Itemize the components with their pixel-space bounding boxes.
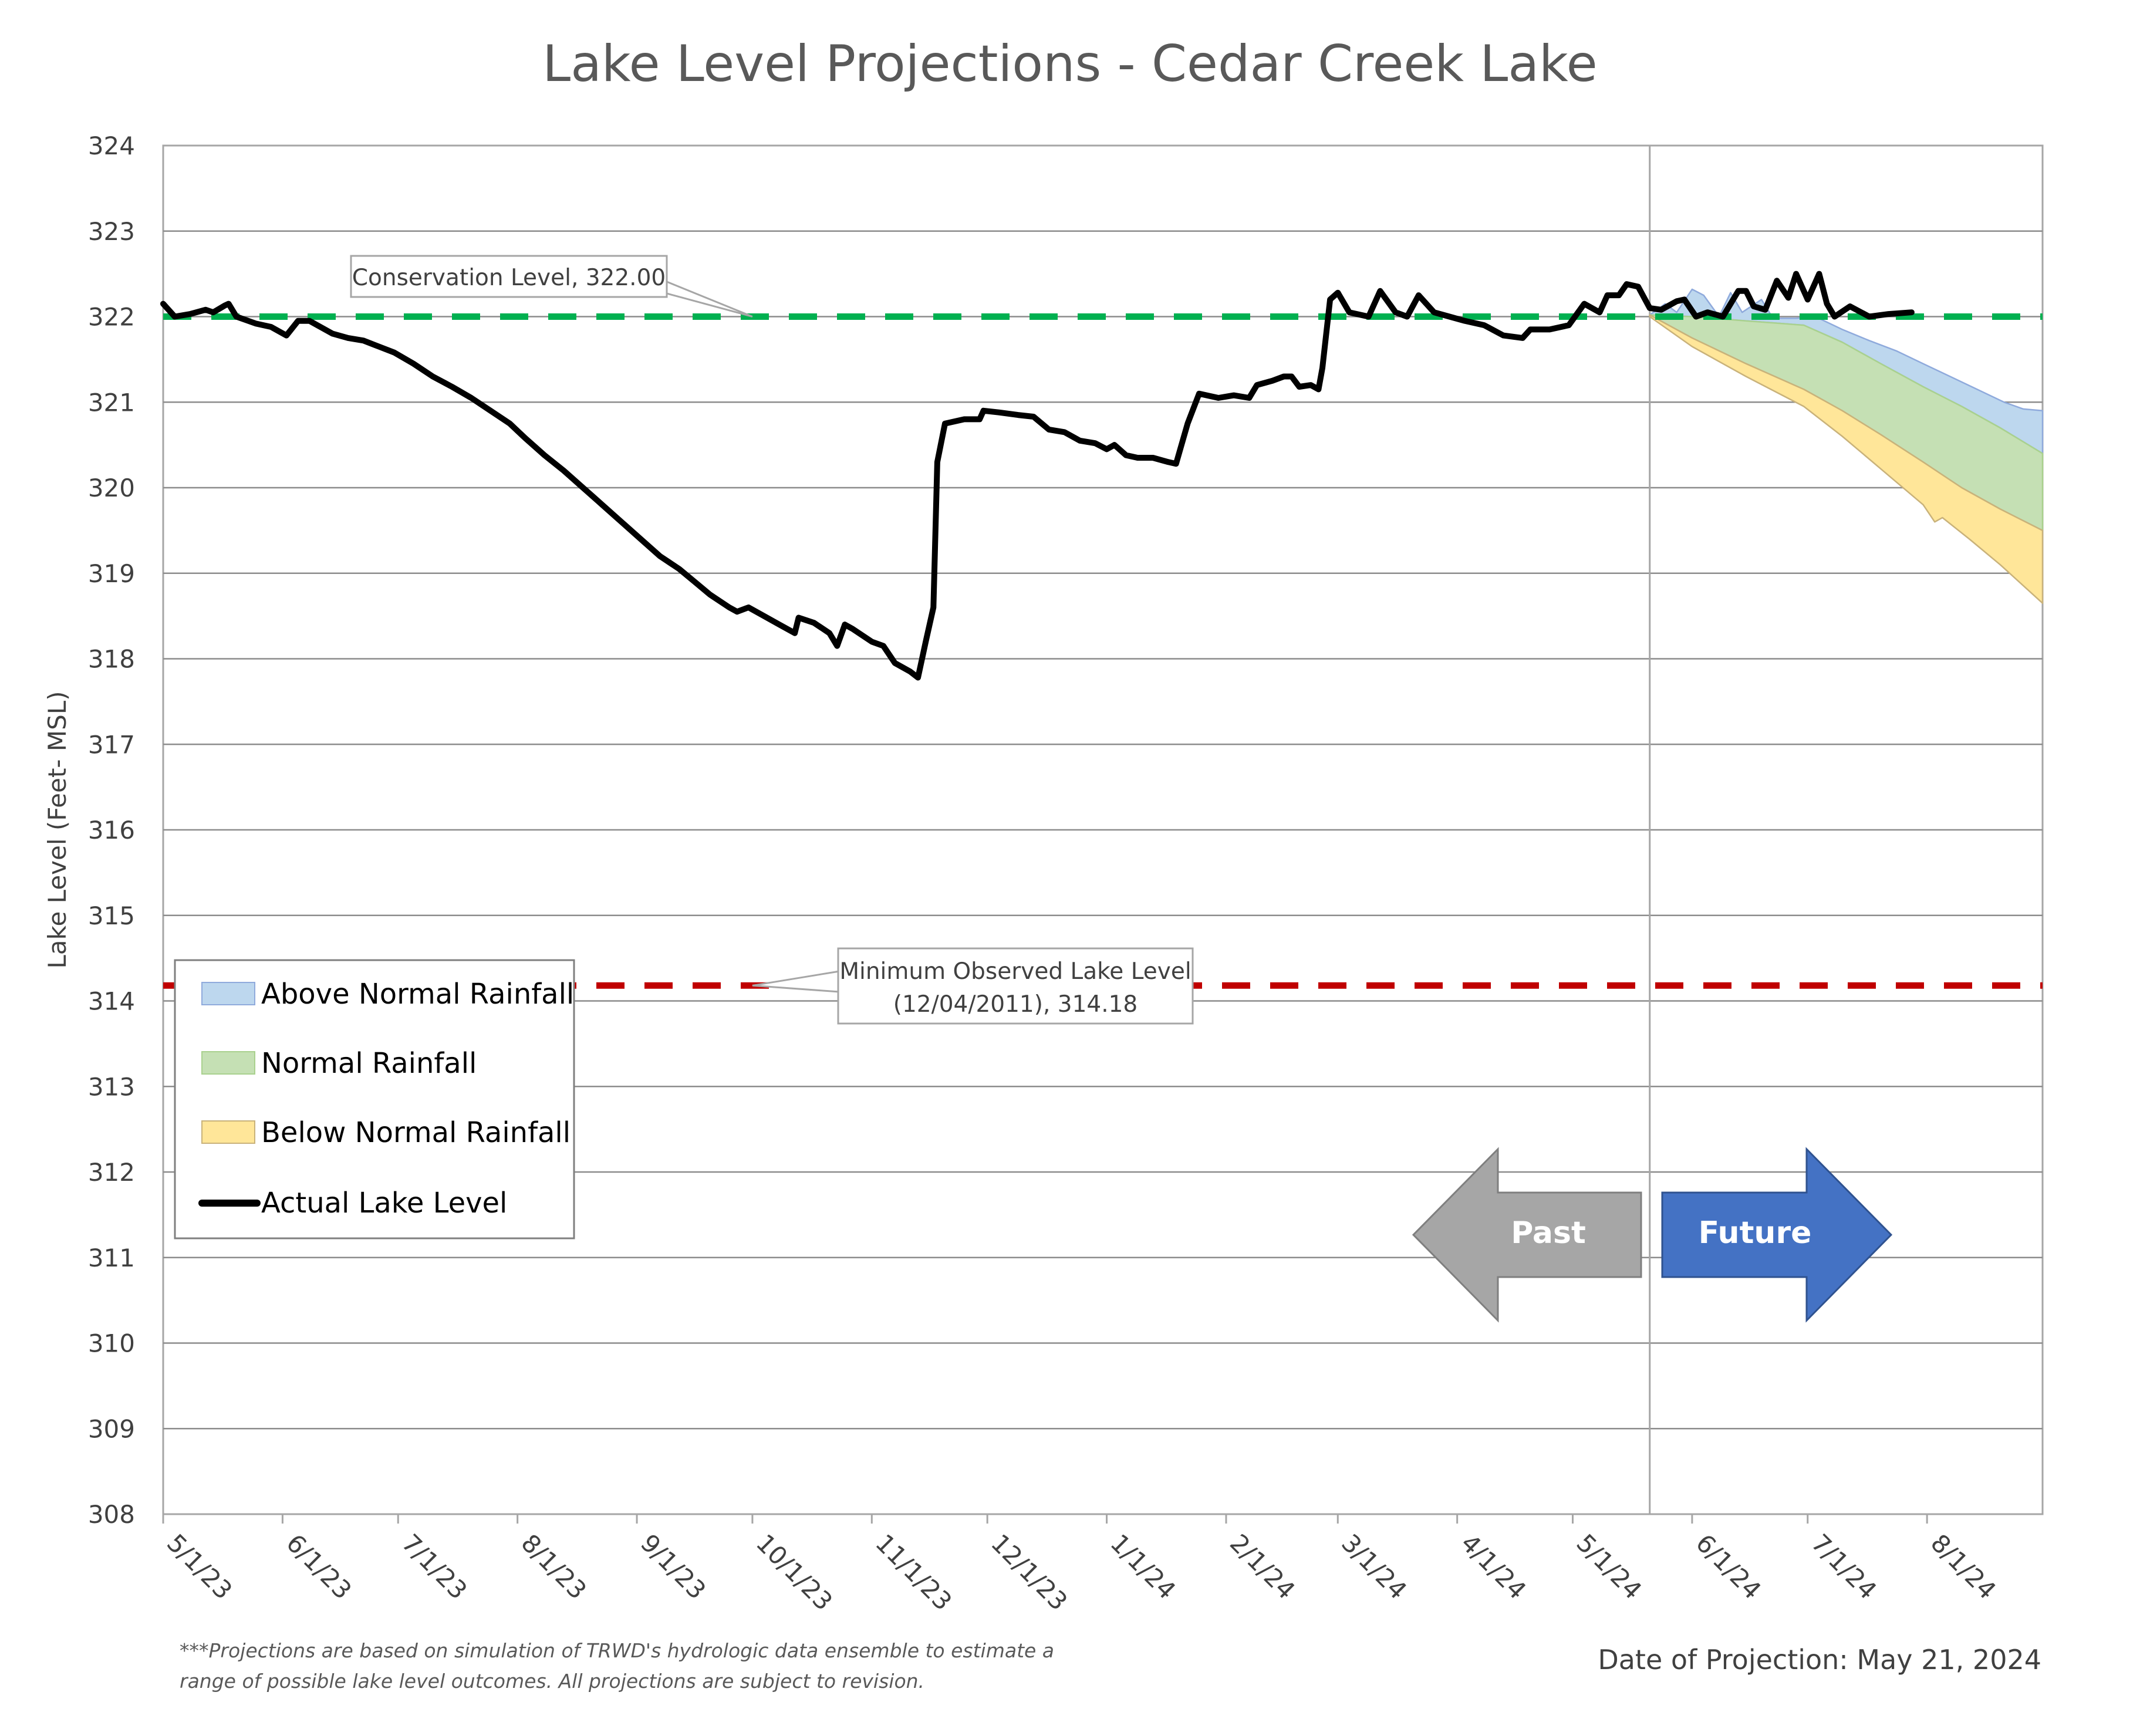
x-tick-label: 9/1/23: [635, 1528, 711, 1605]
chart-title: Lake Level Projections - Cedar Creek Lak…: [542, 35, 1597, 93]
y-tick-label: 308: [88, 1500, 135, 1529]
y-tick-label: 309: [88, 1414, 135, 1443]
x-tick-label: 5/1/24: [1571, 1528, 1647, 1605]
x-tick-label: 10/1/23: [751, 1528, 838, 1616]
x-tick-label: 1/1/24: [1105, 1528, 1181, 1605]
y-tick-label: 324: [88, 131, 135, 160]
y-tick-label: 321: [88, 388, 135, 417]
footnote-line1: ***Projections are based on simulation o…: [180, 1639, 1054, 1662]
y-tick-label: 320: [88, 474, 135, 502]
conservation-level-label: Conservation Level, 322.00: [352, 265, 666, 291]
y-tick-label: 314: [88, 987, 135, 1016]
past-arrow-shape: [1412, 1147, 1642, 1323]
past-arrow-label: Past: [1511, 1215, 1586, 1251]
x-tick-label: 5/1/23: [161, 1528, 238, 1605]
y-tick-label: 310: [88, 1329, 135, 1358]
y-tick-label: 311: [88, 1244, 135, 1272]
y-tick-label: 318: [88, 645, 135, 674]
future-arrow-label: Future: [1699, 1215, 1812, 1251]
y-tick-label: 323: [88, 217, 135, 246]
x-tick-label: 8/1/24: [1925, 1528, 2001, 1605]
legend-box: [174, 959, 575, 1239]
conservation-level-callout: Conservation Level, 322.00: [350, 255, 753, 318]
legend-label-above-normal: Above Normal Rainfall: [261, 978, 574, 1011]
below-normal-band: [1649, 314, 2044, 604]
y-tick-label: 313: [88, 1072, 135, 1101]
legend-swatch-above-normal: [201, 982, 255, 1005]
legend-swatch-below-normal: [201, 1120, 255, 1144]
minimum-level-callout: Minimum Observed Lake Level (12/04/2011)…: [752, 947, 1194, 1025]
legend: Above Normal Rainfall Normal Rainfall Be…: [174, 959, 575, 1239]
x-tick-label: 3/1/24: [1336, 1528, 1412, 1605]
x-tick-label: 11/1/23: [870, 1528, 957, 1616]
x-tick-label: 6/1/24: [1690, 1528, 1767, 1605]
minimum-level-label-line2: (12/04/2011), 314.18: [893, 991, 1137, 1018]
y-tick-label: 322: [88, 303, 135, 332]
past-arrow: Past: [1412, 1147, 1642, 1323]
legend-label-actual: Actual Lake Level: [261, 1187, 507, 1220]
actual-lake-level-line: [160, 271, 1915, 681]
x-tick-label: 7/1/24: [1806, 1528, 1882, 1605]
y-tick-label: 315: [88, 901, 135, 930]
callout-box: [350, 255, 668, 298]
x-tick-label: 2/1/24: [1224, 1528, 1301, 1605]
y-axis-ticks: 308 309 310 311 312 313 314 315 316 317 318 319 320 3…: [88, 131, 135, 1529]
x-tick-label: 6/1/23: [281, 1528, 357, 1605]
y-tick-label: 316: [88, 816, 135, 845]
projection-date-note: Date of Projection: May 21, 2024: [1598, 1644, 2041, 1676]
legend-swatch-normal: [201, 1051, 255, 1075]
y-axis-label: Lake Level (Feet- MSL): [43, 691, 72, 969]
x-tick-label: 12/1/23: [985, 1528, 1073, 1616]
x-tick-label: 8/1/23: [516, 1528, 592, 1605]
legend-label-normal: Normal Rainfall: [261, 1047, 477, 1080]
y-tick-label: 312: [88, 1158, 135, 1187]
y-tick-label: 319: [88, 559, 135, 588]
callout-box: [837, 947, 1194, 1025]
y-tick-label: 317: [88, 730, 135, 759]
x-axis-ticks: 5/1/23 6/1/23 7/1/23 8/1/23 9/1/23 10/1/23 11/…: [161, 1514, 2001, 1616]
future-arrow: Future: [1661, 1147, 1893, 1323]
footnote-line2: range of possible lake level outcomes. A…: [180, 1670, 924, 1693]
legend-label-below-normal: Below Normal Rainfall: [261, 1116, 571, 1149]
x-tick-label: 4/1/24: [1456, 1528, 1532, 1605]
x-tick-label: 7/1/23: [396, 1528, 472, 1605]
actual-lake-level-series: [160, 271, 1915, 681]
future-arrow-shape: [1661, 1147, 1893, 1323]
minimum-level-label-line1: Minimum Observed Lake Level: [839, 958, 1191, 985]
